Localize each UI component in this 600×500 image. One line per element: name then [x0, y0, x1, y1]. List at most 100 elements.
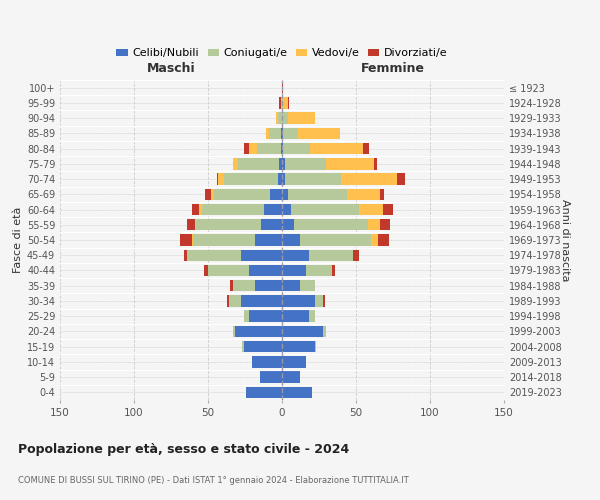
Bar [229, 295, 241, 306]
Bar [282, 341, 314, 352]
Bar [283, 128, 298, 139]
Bar [308, 310, 314, 322]
Bar [282, 250, 308, 261]
Bar [208, 265, 250, 276]
Bar [283, 143, 310, 154]
Bar [300, 234, 371, 246]
Bar [332, 265, 335, 276]
Bar [199, 204, 202, 215]
Bar [279, 158, 282, 170]
Bar [353, 250, 359, 261]
Bar [242, 341, 244, 352]
Bar [282, 310, 308, 322]
Bar [378, 234, 389, 246]
Bar [196, 219, 261, 230]
Bar [288, 188, 347, 200]
Bar [368, 219, 380, 230]
Text: COMUNE DI BUSSI SUL TIRINO (PE) - Dati ISTAT 1° gennaio 2024 - Elaborazione TUTT: COMUNE DI BUSSI SUL TIRINO (PE) - Dati I… [18, 476, 409, 485]
Bar [282, 82, 283, 94]
Bar [244, 143, 250, 154]
Bar [192, 234, 193, 246]
Bar [281, 128, 282, 139]
Bar [247, 386, 282, 398]
Bar [279, 97, 281, 108]
Bar [359, 204, 383, 215]
Bar [397, 174, 405, 185]
Bar [282, 143, 283, 154]
Bar [187, 250, 241, 261]
Text: Femmine: Femmine [361, 62, 425, 76]
Bar [310, 143, 364, 154]
Bar [298, 128, 340, 139]
Bar [281, 97, 282, 108]
Bar [288, 97, 289, 108]
Bar [233, 158, 238, 170]
Bar [211, 188, 214, 200]
Bar [205, 188, 211, 200]
Bar [282, 174, 285, 185]
Bar [214, 188, 270, 200]
Bar [282, 188, 288, 200]
Bar [380, 219, 390, 230]
Bar [282, 234, 300, 246]
Bar [230, 280, 233, 291]
Bar [285, 158, 326, 170]
Bar [250, 265, 282, 276]
Bar [283, 97, 288, 108]
Bar [305, 265, 332, 276]
Bar [244, 310, 250, 322]
Bar [300, 280, 314, 291]
Bar [235, 326, 282, 337]
Bar [233, 280, 256, 291]
Bar [244, 341, 282, 352]
Bar [380, 188, 384, 200]
Bar [282, 158, 285, 170]
Bar [238, 158, 279, 170]
Bar [282, 265, 305, 276]
Bar [203, 265, 208, 276]
Bar [282, 356, 305, 368]
Bar [282, 128, 283, 139]
Bar [364, 143, 370, 154]
Bar [260, 372, 282, 383]
Bar [383, 204, 393, 215]
Bar [282, 97, 283, 108]
Bar [192, 204, 199, 215]
Bar [270, 188, 282, 200]
Bar [224, 174, 278, 185]
Bar [193, 234, 256, 246]
Bar [233, 326, 235, 337]
Bar [282, 280, 300, 291]
Bar [282, 112, 288, 124]
Bar [266, 128, 269, 139]
Bar [291, 204, 359, 215]
Bar [217, 174, 218, 185]
Bar [278, 112, 282, 124]
Bar [180, 234, 192, 246]
Bar [250, 143, 257, 154]
Y-axis label: Fasce di età: Fasce di età [13, 207, 23, 273]
Bar [264, 204, 282, 215]
Bar [374, 158, 377, 170]
Bar [227, 295, 229, 306]
Bar [269, 128, 281, 139]
Bar [314, 295, 323, 306]
Bar [253, 356, 282, 368]
Bar [241, 295, 282, 306]
Bar [241, 250, 282, 261]
Text: Popolazione per età, sesso e stato civile - 2024: Popolazione per età, sesso e stato civil… [18, 442, 349, 456]
Bar [282, 204, 291, 215]
Bar [294, 219, 368, 230]
Bar [347, 188, 380, 200]
Bar [257, 143, 281, 154]
Bar [323, 326, 326, 337]
Bar [282, 219, 294, 230]
Bar [341, 174, 397, 185]
Bar [323, 295, 325, 306]
Bar [282, 295, 314, 306]
Bar [250, 310, 282, 322]
Bar [187, 219, 194, 230]
Bar [184, 250, 187, 261]
Bar [285, 174, 341, 185]
Bar [314, 341, 316, 352]
